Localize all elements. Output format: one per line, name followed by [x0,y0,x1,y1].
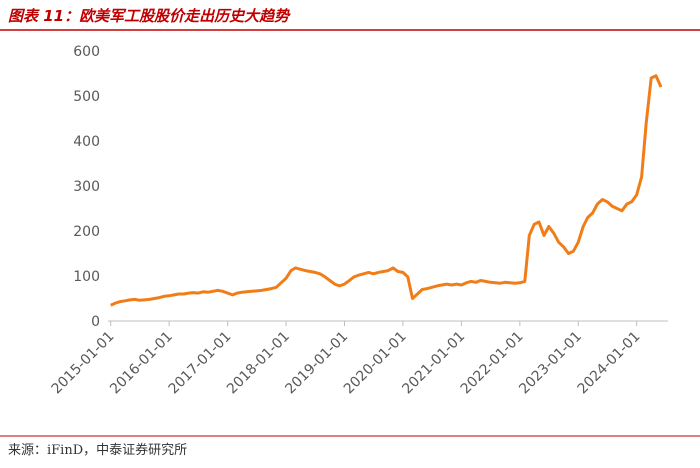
y-tick-label: 500 [73,89,100,105]
y-tick-label: 400 [73,134,100,150]
y-tick-label: 200 [73,224,100,240]
y-tick-label: 100 [73,269,100,285]
y-tick-label: 300 [73,179,100,195]
source: 来源：iFinD，中泰证券研究所 [8,442,187,458]
y-tick-label: 0 [91,314,100,330]
x-tick-label: 2024-01-01 [575,329,644,398]
chart-title: 图表 11：欧美军工股股价走出历史大趋势 [8,7,291,25]
y-tick-label: 600 [73,44,100,60]
price-line [110,74,663,307]
